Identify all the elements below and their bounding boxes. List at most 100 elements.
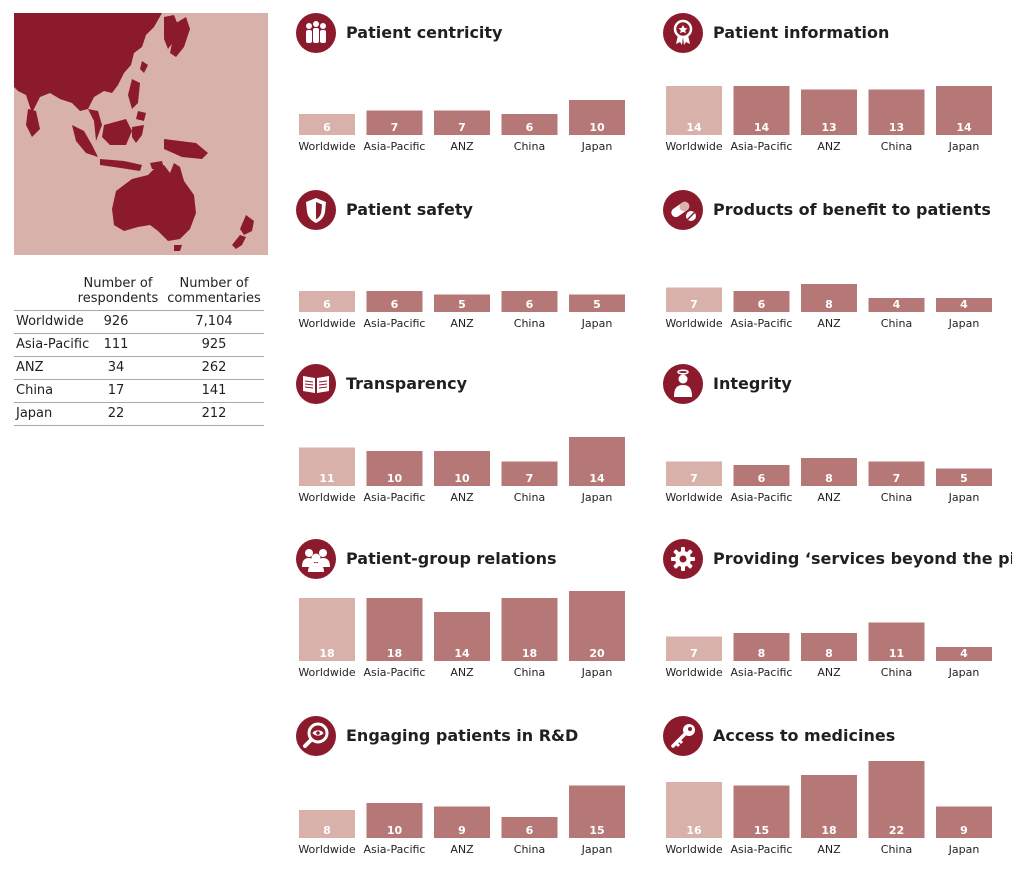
tick-label-anz: ANZ xyxy=(450,666,474,679)
table-row: ANZ 34 262 xyxy=(14,357,264,380)
data-label-asia-pacific: 8 xyxy=(758,647,766,660)
tick-label-china: China xyxy=(514,317,545,330)
bar-asia-pacific xyxy=(366,110,423,135)
bar-china xyxy=(501,461,558,486)
bar-asia-pacific xyxy=(366,598,423,661)
tick-label-china: China xyxy=(881,317,912,330)
panel-integrity: Integrity 7 Worldwide 6 Asia-Pacific 8 ANZ 7 Ch… xyxy=(663,364,995,520)
tick-label-japan: Japan xyxy=(581,317,613,330)
header-commentaries: Number of commentaries xyxy=(167,276,261,306)
bar-worldwide xyxy=(299,291,355,312)
bar-worldwide xyxy=(299,810,355,838)
table-row: Japan 22 212 xyxy=(14,403,264,426)
bar-worldwide xyxy=(299,598,355,661)
people-group-icon xyxy=(296,539,336,579)
tick-label-china: China xyxy=(514,843,545,856)
data-label-china: 7 xyxy=(893,472,901,485)
bar-japan xyxy=(569,437,625,486)
key-icon xyxy=(663,716,703,756)
data-label-japan: 5 xyxy=(593,298,601,311)
row-respondents: 22 xyxy=(107,406,125,421)
bar-anz xyxy=(434,451,490,486)
bar-worldwide xyxy=(299,447,355,486)
bar-worldwide xyxy=(666,287,722,312)
bar-chart: 8 Worldwide 10 Asia-Pacific 9 ANZ 6 China 15 Japa… xyxy=(298,785,625,856)
row-name: Japan xyxy=(16,406,53,421)
row-name: Asia-Pacific xyxy=(16,337,90,352)
tick-label-japan: Japan xyxy=(948,843,980,856)
data-label-asia-pacific: 7 xyxy=(391,121,399,134)
panel-products-of-benefit: Products of benefit to patients 7 Worldwi… xyxy=(663,190,995,346)
data-label-asia-pacific: 15 xyxy=(754,824,769,837)
tick-label-asia-pacific: Asia-Pacific xyxy=(364,317,426,330)
asia-pacific-map xyxy=(14,13,268,255)
bar-chart: 6 Worldwide 7 Asia-Pacific 7 ANZ 6 China 10 Japan xyxy=(298,100,625,153)
data-label-asia-pacific: 6 xyxy=(391,298,399,311)
tick-label-asia-pacific: Asia-Pacific xyxy=(731,491,793,504)
data-label-asia-pacific: 14 xyxy=(754,121,770,134)
data-label-worldwide: 7 xyxy=(690,472,698,485)
table-row: Worldwide 926 7,104 xyxy=(14,311,264,334)
data-label-china: 7 xyxy=(526,472,534,485)
bar-china xyxy=(868,89,925,135)
data-label-asia-pacific: 6 xyxy=(758,472,766,485)
data-label-anz: 9 xyxy=(458,824,466,837)
data-label-anz: 8 xyxy=(825,647,833,660)
data-label-japan: 4 xyxy=(960,647,968,660)
data-label-china: 22 xyxy=(889,824,904,837)
tick-label-anz: ANZ xyxy=(450,843,474,856)
bar-japan xyxy=(936,86,992,135)
tick-label-asia-pacific: Asia-Pacific xyxy=(731,666,793,679)
bar-anz xyxy=(801,284,857,312)
bar-chart: 6 Worldwide 6 Asia-Pacific 5 ANZ 6 China 5 Japan xyxy=(298,291,625,330)
data-label-china: 18 xyxy=(522,647,537,660)
chart-title: Engaging patients in R&D xyxy=(346,726,579,745)
bar-asia-pacific xyxy=(366,803,423,838)
tick-label-worldwide: Worldwide xyxy=(298,843,356,856)
data-label-japan: 14 xyxy=(589,472,605,485)
chart-title: Products of benefit to patients xyxy=(713,200,991,219)
bar-anz xyxy=(434,294,490,312)
tick-label-worldwide: Worldwide xyxy=(665,140,723,153)
data-label-worldwide: 7 xyxy=(690,647,698,660)
chart-title: Patient information xyxy=(713,23,890,42)
tick-label-worldwide: Worldwide xyxy=(665,843,723,856)
chart-title: Providing ‘services beyond the pill’ xyxy=(713,549,1012,568)
tick-label-japan: Japan xyxy=(948,666,980,679)
data-label-worldwide: 8 xyxy=(323,824,331,837)
table-header: Number of respondents Number of commenta… xyxy=(14,276,264,310)
row-commentaries: 262 xyxy=(201,360,227,375)
data-label-asia-pacific: 6 xyxy=(758,298,766,311)
chart-title: Transparency xyxy=(346,374,468,393)
tick-label-anz: ANZ xyxy=(450,491,474,504)
bar-asia-pacific xyxy=(733,86,790,135)
bar-worldwide xyxy=(666,782,722,838)
tick-label-worldwide: Worldwide xyxy=(665,491,723,504)
tick-label-anz: ANZ xyxy=(450,317,474,330)
data-label-anz: 5 xyxy=(458,298,466,311)
row-commentaries: 212 xyxy=(201,406,227,421)
chart-title: Integrity xyxy=(713,374,792,393)
bar-asia-pacific xyxy=(733,291,790,312)
row-name: Worldwide xyxy=(16,314,84,329)
tick-label-asia-pacific: Asia-Pacific xyxy=(731,140,793,153)
row-respondents: 34 xyxy=(107,360,125,375)
data-label-china: 13 xyxy=(889,121,904,134)
magnifier-eye-icon xyxy=(296,716,336,756)
bar-worldwide xyxy=(666,86,722,135)
data-label-worldwide: 16 xyxy=(686,824,702,837)
data-label-japan: 4 xyxy=(960,298,968,311)
bar-worldwide xyxy=(666,636,722,661)
data-label-asia-pacific: 18 xyxy=(387,647,402,660)
tick-label-worldwide: Worldwide xyxy=(665,666,723,679)
tick-label-china: China xyxy=(881,140,912,153)
tick-label-japan: Japan xyxy=(948,491,980,504)
open-book-icon xyxy=(296,364,336,404)
bar-china xyxy=(501,598,558,661)
tick-label-anz: ANZ xyxy=(817,491,841,504)
tick-label-japan: Japan xyxy=(948,140,980,153)
bar-anz xyxy=(801,633,857,661)
data-label-china: 6 xyxy=(526,298,534,311)
bar-anz xyxy=(801,775,857,838)
bar-china xyxy=(868,622,925,661)
